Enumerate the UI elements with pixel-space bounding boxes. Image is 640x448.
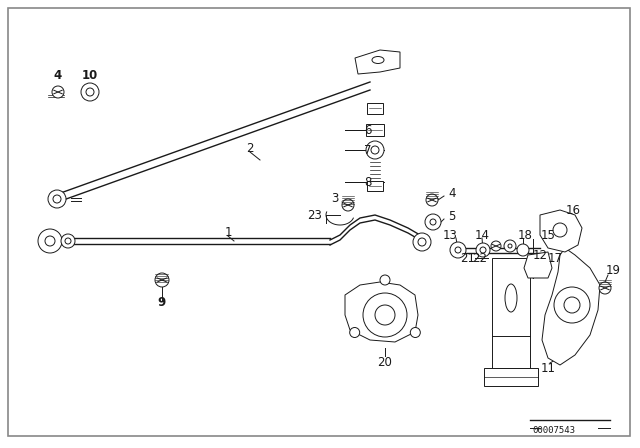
Circle shape — [491, 241, 501, 251]
Text: 20: 20 — [378, 356, 392, 369]
Circle shape — [52, 86, 64, 98]
Circle shape — [38, 229, 62, 253]
Circle shape — [430, 219, 436, 225]
Text: 4: 4 — [54, 69, 62, 82]
Polygon shape — [540, 210, 582, 252]
Circle shape — [480, 247, 486, 253]
Circle shape — [564, 297, 580, 313]
Circle shape — [53, 195, 61, 203]
Circle shape — [45, 236, 55, 246]
Text: 22: 22 — [472, 251, 488, 264]
Circle shape — [363, 293, 407, 337]
Text: 13: 13 — [443, 228, 458, 241]
Circle shape — [553, 223, 567, 237]
Text: 4: 4 — [448, 186, 456, 199]
Text: 15: 15 — [541, 228, 556, 241]
Text: 14: 14 — [474, 228, 490, 241]
Circle shape — [508, 244, 512, 248]
Text: 11: 11 — [541, 362, 556, 375]
Circle shape — [81, 83, 99, 101]
Circle shape — [504, 240, 516, 252]
Circle shape — [476, 243, 490, 257]
Circle shape — [48, 190, 66, 208]
Circle shape — [61, 234, 75, 248]
Circle shape — [65, 238, 71, 244]
Polygon shape — [345, 282, 418, 342]
Circle shape — [455, 247, 461, 253]
Text: 9: 9 — [158, 296, 166, 309]
Text: 10: 10 — [82, 69, 98, 82]
Bar — [366, 124, 384, 136]
Text: 17: 17 — [547, 251, 563, 264]
Circle shape — [366, 141, 384, 159]
Text: 18: 18 — [518, 228, 532, 241]
Text: 23: 23 — [308, 208, 323, 221]
Circle shape — [599, 282, 611, 294]
Polygon shape — [355, 50, 400, 74]
Ellipse shape — [372, 56, 384, 64]
Circle shape — [554, 287, 590, 323]
Circle shape — [413, 233, 431, 251]
Circle shape — [86, 88, 94, 96]
Bar — [484, 368, 538, 386]
Circle shape — [450, 242, 466, 258]
Polygon shape — [524, 252, 552, 278]
Circle shape — [349, 327, 360, 337]
Text: 21: 21 — [461, 251, 476, 264]
Text: 3: 3 — [332, 191, 339, 204]
Bar — [367, 181, 383, 191]
Text: 7: 7 — [364, 143, 372, 156]
Circle shape — [155, 273, 169, 287]
Circle shape — [517, 244, 529, 256]
Text: 19: 19 — [605, 263, 621, 276]
Circle shape — [380, 275, 390, 285]
Text: 8: 8 — [364, 176, 372, 189]
Circle shape — [371, 146, 379, 154]
Text: 6: 6 — [364, 124, 372, 137]
Text: 16: 16 — [566, 203, 580, 216]
Circle shape — [426, 194, 438, 206]
Circle shape — [342, 199, 354, 211]
Ellipse shape — [505, 284, 517, 312]
Text: 12: 12 — [532, 249, 547, 262]
Circle shape — [410, 327, 420, 337]
Text: 00007543: 00007543 — [532, 426, 575, 435]
Bar — [367, 103, 383, 113]
Text: 2: 2 — [246, 142, 253, 155]
Circle shape — [418, 238, 426, 246]
Circle shape — [425, 214, 441, 230]
Text: 1: 1 — [224, 225, 232, 238]
Circle shape — [375, 305, 395, 325]
Polygon shape — [542, 248, 600, 365]
Text: 5: 5 — [448, 210, 456, 223]
Bar — [492, 258, 530, 368]
